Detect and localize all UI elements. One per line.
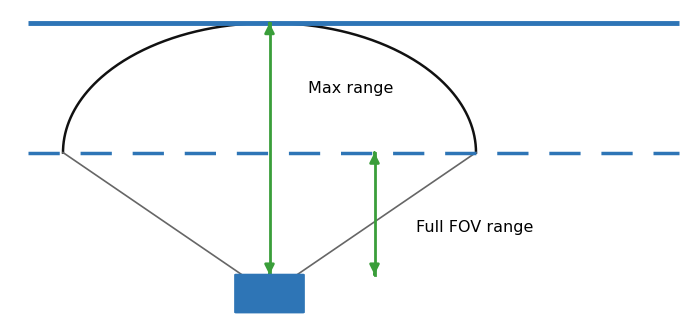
Text: Full FOV range: Full FOV range <box>416 220 534 236</box>
FancyBboxPatch shape <box>234 274 305 314</box>
Text: Max range: Max range <box>308 81 393 96</box>
